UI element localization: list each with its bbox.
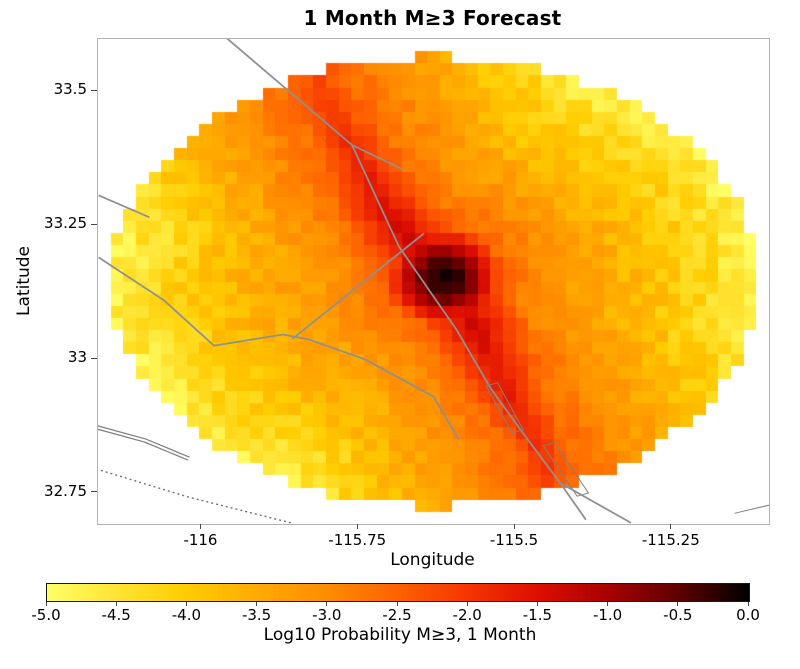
y-tick-label: 33 [67,348,87,367]
fault-line-field-outline-1 [485,382,524,434]
colorbar-tick-mark [326,602,328,606]
fault-lines-overlay [98,39,769,524]
colorbar-tick-label: -3.5 [241,606,272,624]
colorbar-tick-mark [747,602,749,606]
colorbar-tick-mark [607,602,609,606]
chart-title: 1 Month M≥3 Forecast [303,6,562,30]
fault-line-crossing-fault [291,232,425,340]
x-tick-mark [199,524,201,529]
colorbar-tick-label: -4.5 [101,606,131,624]
colorbar-tick-mark [185,602,187,606]
colorbar-tick-mark [466,602,468,606]
x-tick-label: -115.75 [328,531,387,549]
y-tick-mark [91,89,97,91]
fault-line-left-fault-short [98,194,150,219]
colorbar-tick-mark [396,602,398,606]
fault-line-field-outline-2 [542,442,590,497]
colorbar-tick-label: -1.5 [522,606,553,624]
colorbar-tick-label: -0.5 [663,606,693,624]
fault-line-dotted-boundary [98,468,292,524]
colorbar-tick-mark [677,602,679,606]
heatmap-canvas [98,39,769,524]
y-axis-label: Latitude [14,246,34,316]
x-tick-mark [670,524,672,529]
y-tick-label: 33.25 [44,214,87,233]
colorbar-label: Log10 Probability M≥3, 1 Month [263,625,537,645]
x-tick-mark [356,524,358,529]
colorbar-tick-label: -1.0 [592,606,623,624]
colorbar-tick-label: -5.0 [31,606,61,624]
y-tick-mark [91,491,97,493]
fault-line-main-fault [226,39,587,521]
colorbar-tick-mark [45,602,47,606]
plot-area [97,38,770,525]
colorbar-tick-label: -2.5 [382,606,412,624]
fault-line-left-fault-long [98,256,460,440]
x-tick-label: -116 [183,531,218,549]
fault-line-fault-branch [351,144,403,170]
colorbar-tick-label: -4.0 [171,606,202,624]
fault-line-canal-double-line [98,426,190,460]
colorbar-tick-mark [536,602,538,606]
x-tick-label: -115.25 [641,531,700,549]
colorbar-tick-label: -3.0 [312,606,342,624]
colorbar-gradient [46,583,750,602]
colorbar-tick-label: -2.0 [452,606,482,624]
colorbar-tick-label: 0.0 [736,606,760,624]
x-axis-label: Longitude [390,550,475,570]
colorbar-tick-mark [256,602,258,606]
fault-line-corner-line [734,504,769,514]
y-tick-label: 33.5 [53,80,87,99]
fault-line-southeast-line [558,481,632,524]
x-tick-mark [513,524,515,529]
colorbar-tick-mark [115,602,117,606]
y-tick-mark [91,223,97,225]
y-tick-mark [91,357,97,359]
x-tick-label: -115.5 [489,531,539,549]
y-tick-label: 32.75 [44,481,87,500]
